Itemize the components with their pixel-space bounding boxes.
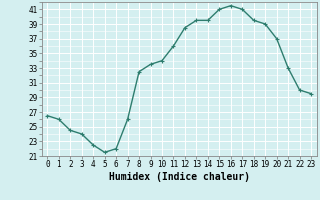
X-axis label: Humidex (Indice chaleur): Humidex (Indice chaleur) [109,172,250,182]
